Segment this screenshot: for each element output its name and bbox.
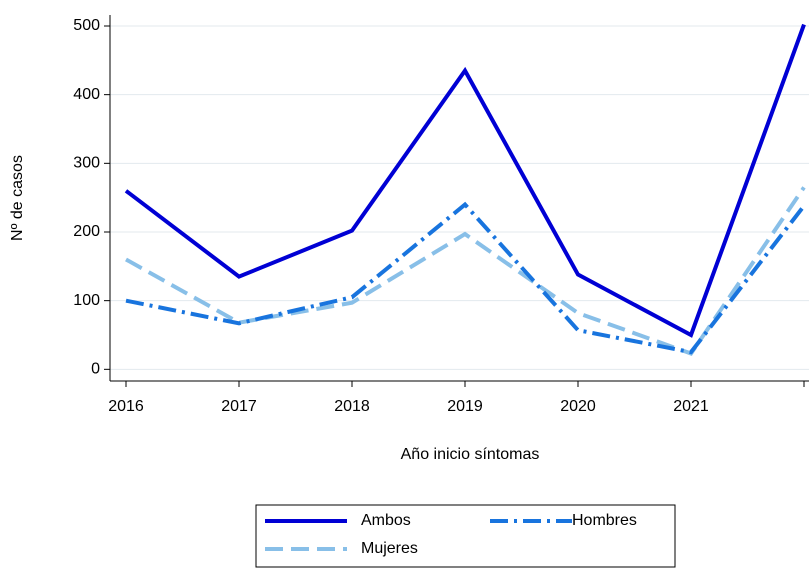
y-tick-label: 0: [91, 361, 100, 378]
legend-label: Ambos: [361, 512, 411, 529]
x-tick-label: 2016: [108, 398, 144, 415]
series-line: [124, 23, 806, 338]
x-axis-label: Año inicio síntomas: [401, 446, 540, 463]
legend-label: Mujeres: [361, 540, 418, 557]
y-tick-label: 400: [73, 86, 100, 103]
y-tick-label: 500: [73, 17, 100, 34]
y-tick-label: 200: [73, 223, 100, 240]
x-tick-label: 2017: [221, 398, 257, 415]
legend-box: [255, 504, 676, 568]
x-tick-label: 2021: [673, 398, 709, 415]
y-axis-label: Nº de casos: [9, 155, 26, 241]
series-line: [125, 201, 806, 355]
y-tick-label: 100: [73, 292, 100, 309]
legend-label: Hombres: [572, 512, 637, 529]
x-tick-label: 2018: [334, 398, 370, 415]
x-tick-label: 2019: [447, 398, 483, 415]
y-tick-label: 300: [73, 155, 100, 172]
x-tick-label: 2020: [560, 398, 596, 415]
